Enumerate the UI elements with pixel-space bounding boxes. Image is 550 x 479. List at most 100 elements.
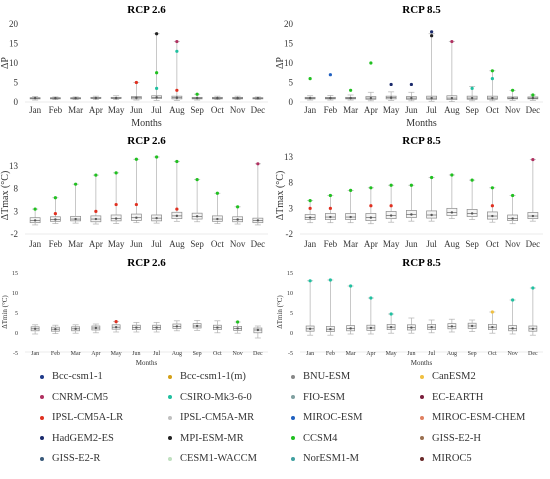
box-apr [366, 297, 376, 335]
box-median-point [256, 96, 260, 100]
box-jan [304, 200, 316, 224]
outlier-point [215, 191, 219, 195]
legend-label: CCSM4 [303, 432, 338, 444]
box-median-point [349, 96, 352, 100]
outlier-point [349, 88, 353, 92]
outlier-point [155, 71, 159, 75]
y-tick-label: 5 [14, 78, 19, 88]
box-mar [71, 324, 80, 334]
y-tick-label: 10 [9, 58, 19, 68]
chart-svg: RCP 8.5 -5 0 5 10 15 ΔTmin (°C) Jan Feb Mar Apr May… [276, 257, 543, 367]
y-tick-label: 15 [12, 271, 18, 277]
outlier-point [369, 61, 373, 65]
legend-label: EC-EARTH [432, 391, 484, 403]
legend-marker-icon [40, 395, 44, 399]
outlier-point [155, 155, 159, 159]
legend-item: NorESM1-M [291, 453, 359, 464]
x-tick-label: Apr [89, 105, 103, 115]
legend-item: IPSL-CM5A-LR [40, 412, 123, 423]
legend-marker-icon [420, 456, 424, 461]
x-tick-label: Jun [405, 239, 418, 249]
x-tick-label: May [111, 351, 122, 357]
box-aug [171, 161, 183, 222]
chart-panel-tmax-rcp26: RCP 2.6 -2 3 8 13 ΔTmax (°C) Jan Feb Mar Apr May Ju… [0, 132, 275, 254]
box-median-point [114, 217, 118, 220]
legend-item: EC-EARTH [420, 392, 483, 403]
x-tick-label: Jan [304, 239, 316, 249]
x-tick-label: Nov [230, 105, 246, 115]
outlier-point [175, 159, 179, 164]
box-apr [365, 91, 377, 102]
legend-label: GISS-E2-R [52, 453, 101, 464]
x-tick-label: Apr [364, 105, 378, 115]
outlier-point [490, 310, 494, 314]
legend-item: CSIRO-Mk3-6-0 [168, 392, 252, 403]
box-jan [304, 95, 316, 101]
box-nov [507, 195, 518, 225]
legend-label: CNRM-CM5 [52, 391, 109, 403]
x-tick-label: Nov [507, 351, 517, 357]
box-median-point [33, 219, 37, 222]
x-tick-label: Mar [68, 239, 83, 249]
x-tick-label: Jan [306, 351, 314, 357]
legend-item: Bcc-csm1-1 [40, 371, 103, 382]
box-median-point [175, 96, 179, 99]
box-median-point [308, 216, 312, 219]
box-oct [487, 70, 498, 102]
y-axis-label: ΔTmin (°C) [1, 295, 9, 329]
legend-marker-icon [291, 374, 295, 379]
box-median-point [33, 96, 37, 100]
outlier-point [511, 193, 515, 198]
box-median-point [369, 96, 373, 100]
box-may [110, 95, 122, 101]
box-nov [232, 95, 243, 101]
y-tick-label: 15 [9, 39, 19, 49]
outlier-point [53, 212, 57, 216]
x-tick-label: Sep [190, 105, 204, 115]
outlier-point [155, 32, 159, 36]
x-tick-label: Sep [193, 351, 202, 357]
chart-svg: RCP 8.5 0 5 10 15 20 ΔP Jan Feb Mar Apr May Jun Jul Au… [275, 4, 543, 129]
legend-marker-icon [420, 395, 424, 399]
box-median-point [175, 325, 179, 328]
x-tick-label: Aug [447, 351, 457, 357]
box-median-point [94, 326, 98, 330]
outlier-point [531, 286, 535, 290]
box-sep [466, 86, 478, 102]
legend-item: MIROC-ESM [291, 412, 363, 423]
legend-marker-icon [291, 415, 295, 420]
box-jun [132, 322, 141, 333]
x-tick-label: Jan [29, 105, 41, 115]
box-jan [29, 208, 41, 226]
chart-panel-precip-rcp26: RCP 2.6 0 5 10 15 20 ΔP Jan Feb Mar Apr May Jun Jul Au… [0, 0, 275, 140]
outlier-point [490, 69, 494, 73]
legend-label: IPSL-CM5A-MR [180, 412, 255, 423]
x-tick-label: Feb [51, 351, 60, 357]
box-median-point [74, 217, 77, 221]
outlier-point [369, 186, 373, 190]
outlier-point [236, 205, 240, 209]
box-jul [151, 156, 162, 224]
x-tick-label: Aug [169, 105, 185, 115]
y-tick-label: 3 [289, 203, 294, 213]
legend-marker-icon [40, 415, 44, 420]
box-nov [233, 321, 242, 334]
y-axis-label: ΔTmax (°C) [275, 171, 286, 221]
chart-svg: RCP 2.6 0 5 10 15 20 ΔP Jan Feb Mar Apr May Jun Jul Au… [0, 4, 268, 129]
legend-label: BNU-ESM [303, 371, 351, 382]
x-tick-label: Nov [505, 105, 521, 115]
legend-label: CESM1-WACCM [180, 453, 258, 464]
box-median-point [175, 214, 179, 218]
box-median-point [256, 219, 260, 222]
box-may [386, 313, 396, 334]
x-tick-label: Apr [91, 351, 100, 357]
box-median-point [155, 326, 158, 329]
box-median-point [54, 218, 57, 221]
x-tick-label: Mar [343, 105, 358, 115]
chart-title: RCP 8.5 [402, 4, 441, 16]
x-tick-label: Apr [364, 239, 378, 249]
x-tick-label: Mar [68, 105, 83, 115]
box-jul [426, 177, 437, 222]
legend-label: GISS-E2-H [432, 432, 481, 444]
outlier-point [53, 196, 57, 200]
